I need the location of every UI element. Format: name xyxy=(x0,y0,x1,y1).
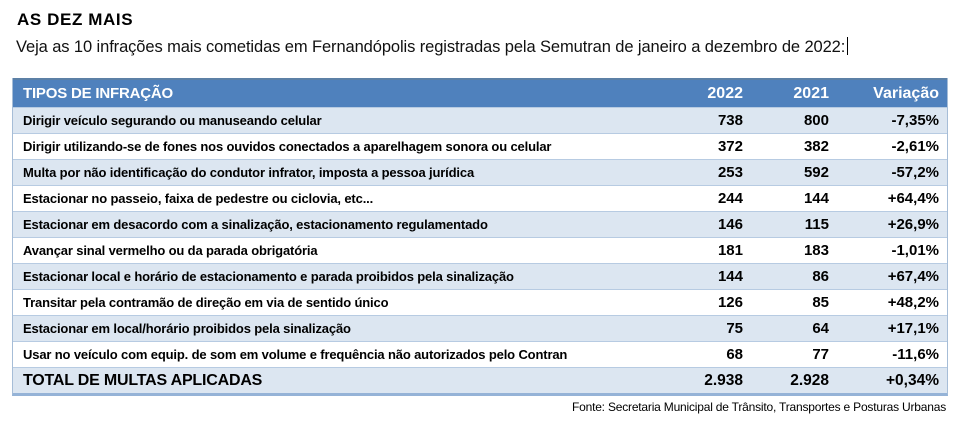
document-subtitle[interactable]: Veja as 10 infrações mais cometidas em F… xyxy=(16,36,960,58)
value-2021: 86 xyxy=(812,268,829,285)
value-2022: 253 xyxy=(717,164,743,181)
total-value-variation: +0,34% xyxy=(885,371,939,389)
table-row: Transitar pela contramão de direção em v… xyxy=(13,289,947,315)
value-2022: 181 xyxy=(717,242,743,259)
table-row: Usar no veículo com equip. de som em vol… xyxy=(13,341,947,367)
infraction-description: Multa por não identificação do condutor … xyxy=(23,165,475,180)
value-2022: 146 xyxy=(717,216,743,233)
value-variation: +26,9% xyxy=(887,216,939,233)
value-2021: 77 xyxy=(812,346,829,363)
infraction-description: Transitar pela contramão de direção em v… xyxy=(23,295,389,310)
table-row: Dirigir utilizando-se de fones nos ouvid… xyxy=(13,133,947,159)
value-variation: +17,1% xyxy=(887,320,939,337)
infraction-description: Usar no veículo com equip. de som em vol… xyxy=(23,347,568,362)
column-header-tipo: TIPOS DE INFRAÇÃO xyxy=(23,85,173,102)
value-2021: 183 xyxy=(803,242,829,259)
value-variation: -1,01% xyxy=(891,242,939,259)
infraction-description: Estacionar local e horário de estacionam… xyxy=(23,269,514,284)
column-header-variacao: Variação xyxy=(873,84,939,102)
table-row: Multa por não identificação do condutor … xyxy=(13,159,947,185)
total-label: TOTAL DE MULTAS APLICADAS xyxy=(23,371,263,389)
value-variation: +64,4% xyxy=(887,190,939,207)
infraction-description: Dirigir utilizando-se de fones nos ouvid… xyxy=(23,139,552,154)
total-value-2021: 2.928 xyxy=(790,371,829,389)
table-header-row: TIPOS DE INFRAÇÃO 2022 2021 Variação xyxy=(13,78,947,107)
table-total-row: TOTAL DE MULTAS APLICADAS 2.938 2.928 +0… xyxy=(13,367,947,393)
table-body: Dirigir veículo segurando ou manuseando … xyxy=(13,107,947,367)
table-row: Estacionar em local/horário proibidos pe… xyxy=(13,315,947,341)
text-cursor xyxy=(847,37,849,55)
infraction-description: Avançar sinal vermelho ou da parada obri… xyxy=(23,243,318,258)
value-variation: +67,4% xyxy=(887,268,939,285)
value-2021: 115 xyxy=(804,216,829,233)
value-variation: -57,2% xyxy=(891,164,939,181)
value-2022: 244 xyxy=(717,190,743,207)
document-title: AS DEZ MAIS xyxy=(17,10,134,29)
value-2022: 68 xyxy=(726,346,743,363)
subtitle-text: Veja as 10 infrações mais cometidas em F… xyxy=(16,38,846,56)
table-row: Dirigir veículo segurando ou manuseando … xyxy=(13,107,947,133)
value-2022: 738 xyxy=(717,112,743,129)
value-variation: -7,35% xyxy=(891,112,939,129)
infraction-description: Dirigir veículo segurando ou manuseando … xyxy=(23,113,322,128)
table-row: Estacionar em desacordo com a sinalizaçã… xyxy=(13,211,947,237)
table-row: Avançar sinal vermelho ou da parada obri… xyxy=(13,237,947,263)
column-header-2021: 2021 xyxy=(793,84,829,102)
value-2021: 382 xyxy=(803,138,829,155)
column-header-2022: 2022 xyxy=(707,84,743,102)
value-variation: -2,61% xyxy=(891,138,939,155)
infraction-description: Estacionar no passeio, faixa de pedestre… xyxy=(23,191,374,206)
source-note: Fonte: Secretaria Municipal de Trânsito,… xyxy=(572,400,946,414)
value-2021: 592 xyxy=(803,164,829,181)
misspelled-word: equip. xyxy=(150,347,189,362)
infraction-description: Estacionar em local/horário proibidos pe… xyxy=(23,321,351,336)
value-variation: -11,6% xyxy=(892,346,939,363)
value-2021: 85 xyxy=(812,294,829,311)
table-row: Estacionar no passeio, faixa de pedestre… xyxy=(13,185,947,211)
value-2022: 372 xyxy=(717,138,743,155)
value-variation: +48,2% xyxy=(887,294,939,311)
value-2022: 144 xyxy=(717,268,743,285)
table-row: Estacionar local e horário de estacionam… xyxy=(13,263,947,289)
infraction-description: Estacionar em desacordo com a sinalizaçã… xyxy=(23,217,488,232)
total-value-2022: 2.938 xyxy=(704,371,743,389)
value-2022: 75 xyxy=(726,320,743,337)
value-2022: 126 xyxy=(717,294,743,311)
infractions-table: TIPOS DE INFRAÇÃO 2022 2021 Variação Dir… xyxy=(12,78,948,396)
value-2021: 800 xyxy=(803,112,829,129)
value-2021: 64 xyxy=(812,320,829,337)
value-2021: 144 xyxy=(803,190,829,207)
